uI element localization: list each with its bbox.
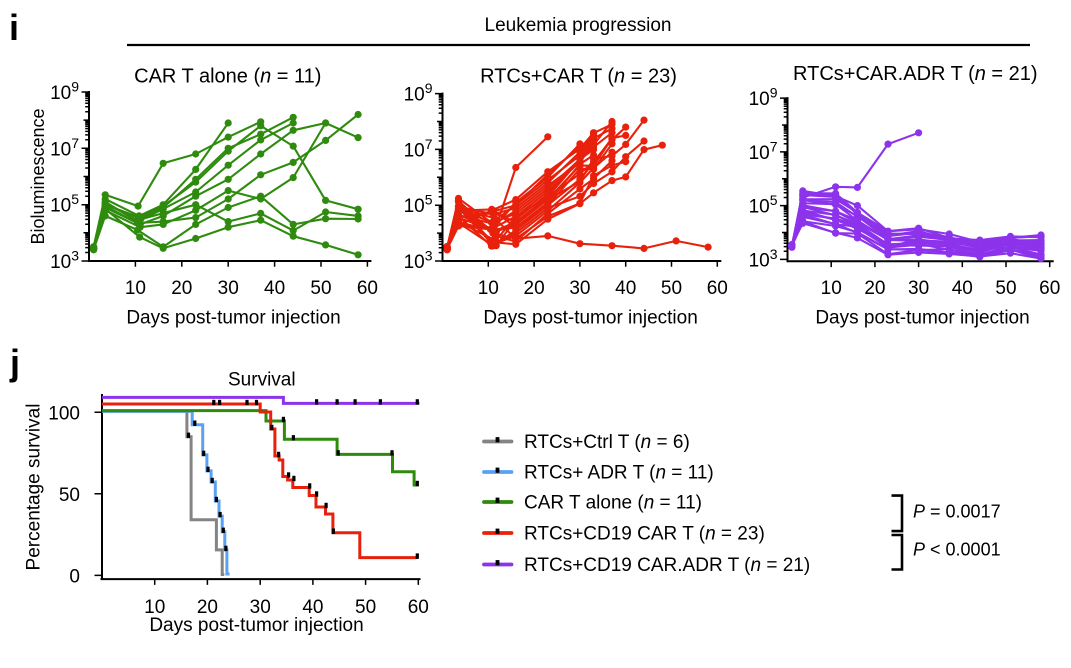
svg-text:30: 30 (908, 278, 929, 299)
svg-text:109: 109 (404, 80, 433, 106)
svg-text:20: 20 (864, 278, 885, 299)
svg-text:50: 50 (310, 278, 331, 299)
svg-text:20: 20 (197, 597, 218, 618)
svg-text:20: 20 (171, 278, 192, 299)
svg-text:j: j (9, 342, 20, 383)
svg-text:i: i (9, 7, 19, 48)
svg-text:RTCs+CAR.ADR T (n = 21): RTCs+CAR.ADR T (n = 21) (793, 63, 1038, 85)
svg-text:RTCs+ ADR T (n = 11): RTCs+ ADR T (n = 11) (524, 463, 714, 484)
svg-text:10: 10 (144, 597, 165, 618)
svg-text:50: 50 (995, 278, 1016, 299)
svg-text:100: 100 (48, 403, 80, 424)
svg-text:50: 50 (59, 485, 80, 506)
svg-text:CAR T alone (n = 11): CAR T alone (n = 11) (524, 493, 702, 514)
svg-text:60: 60 (707, 278, 728, 299)
svg-text:Days post-tumor injection: Days post-tumor injection (815, 308, 1029, 329)
svg-text:40: 40 (264, 278, 285, 299)
svg-text:50: 50 (661, 278, 682, 299)
svg-text:RTCs+CD19 CAR.ADR T (n = 21): RTCs+CD19 CAR.ADR T (n = 21) (524, 555, 810, 576)
svg-text:60: 60 (1039, 278, 1060, 299)
svg-text:P = 0.0017: P = 0.0017 (913, 501, 1001, 521)
svg-text:CAR T alone (n = 11): CAR T alone (n = 11) (134, 65, 321, 87)
svg-text:40: 40 (952, 278, 973, 299)
svg-text:RTCs+Ctrl T (n = 6): RTCs+Ctrl T (n = 6) (524, 432, 690, 453)
svg-text:20: 20 (524, 278, 545, 299)
svg-text:Survival: Survival (228, 370, 296, 391)
svg-text:P < 0.0001: P < 0.0001 (913, 540, 1001, 560)
svg-text:Percentage survival: Percentage survival (24, 404, 45, 571)
svg-text:30: 30 (218, 278, 239, 299)
svg-text:10: 10 (478, 278, 499, 299)
svg-text:10: 10 (821, 278, 842, 299)
svg-text:Leukemia progression: Leukemia progression (485, 15, 672, 36)
svg-text:40: 40 (302, 597, 323, 618)
svg-text:30: 30 (569, 278, 590, 299)
svg-text:50: 50 (355, 597, 376, 618)
svg-text:Days post-tumor injection: Days post-tumor injection (149, 615, 363, 636)
svg-text:60: 60 (408, 597, 429, 618)
svg-text:10: 10 (125, 278, 146, 299)
svg-text:Bioluminescence: Bioluminescence (28, 108, 48, 244)
svg-text:40: 40 (615, 278, 636, 299)
svg-text:Days post-tumor injection: Days post-tumor injection (483, 308, 697, 329)
svg-text:0: 0 (69, 566, 80, 587)
svg-text:60: 60 (357, 278, 378, 299)
svg-text:RTCs+CD19 CAR T (n = 23): RTCs+CD19 CAR T (n = 23) (524, 524, 765, 545)
svg-text:30: 30 (250, 597, 271, 618)
svg-text:RTCs+CAR T (n = 23): RTCs+CAR T (n = 23) (480, 65, 677, 87)
svg-text:Days post-tumor injection: Days post-tumor injection (126, 308, 340, 329)
